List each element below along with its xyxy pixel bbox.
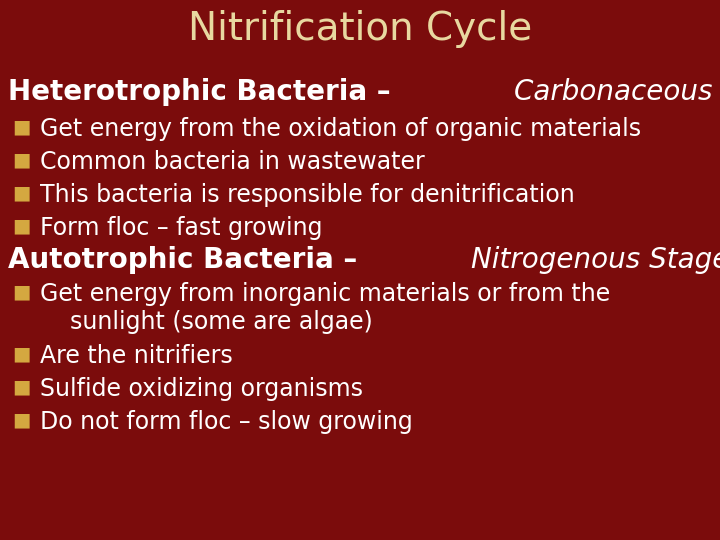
Text: Common bacteria in wastewater: Common bacteria in wastewater xyxy=(40,150,425,174)
Text: Are the nitrifiers: Are the nitrifiers xyxy=(40,344,233,368)
Text: Get energy from inorganic materials or from the
    sunlight (some are algae): Get energy from inorganic materials or f… xyxy=(40,282,611,334)
Text: ■: ■ xyxy=(12,410,30,429)
Text: Do not form floc – slow growing: Do not form floc – slow growing xyxy=(40,410,413,434)
Text: ■: ■ xyxy=(12,150,30,169)
Text: Heterotrophic Bacteria –: Heterotrophic Bacteria – xyxy=(8,78,400,106)
Text: ■: ■ xyxy=(12,377,30,396)
Text: ■: ■ xyxy=(12,117,30,136)
Text: Form floc – fast growing: Form floc – fast growing xyxy=(40,216,323,240)
Text: Nitrogenous Stage: Nitrogenous Stage xyxy=(471,246,720,274)
Text: ■: ■ xyxy=(12,216,30,235)
Text: Autotrophic Bacteria –: Autotrophic Bacteria – xyxy=(8,246,367,274)
Text: ■: ■ xyxy=(12,183,30,202)
Text: Sulfide oxidizing organisms: Sulfide oxidizing organisms xyxy=(40,377,363,401)
Text: Carbonaceous Stage: Carbonaceous Stage xyxy=(514,78,720,106)
Text: Nitrification Cycle: Nitrification Cycle xyxy=(188,10,532,48)
Text: ■: ■ xyxy=(12,344,30,363)
Text: This bacteria is responsible for denitrification: This bacteria is responsible for denitri… xyxy=(40,183,575,207)
Text: Get energy from the oxidation of organic materials: Get energy from the oxidation of organic… xyxy=(40,117,641,141)
Text: ■: ■ xyxy=(12,282,30,301)
